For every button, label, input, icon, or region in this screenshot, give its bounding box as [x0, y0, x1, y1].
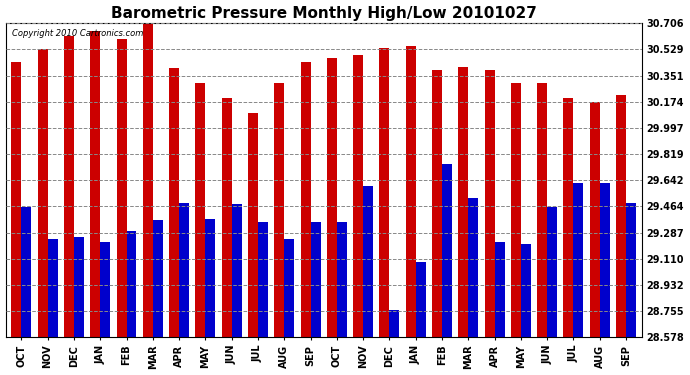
Bar [74, 237, 84, 337]
Bar [564, 98, 573, 337]
Title: Barometric Pressure Monthly High/Low 20101027: Barometric Pressure Monthly High/Low 201… [111, 6, 537, 21]
Bar [538, 83, 547, 337]
Bar [442, 164, 452, 337]
Bar [389, 310, 400, 337]
Bar [258, 222, 268, 337]
Bar [353, 55, 363, 337]
Bar [511, 83, 521, 337]
Bar [48, 240, 57, 337]
Bar [90, 32, 100, 337]
Bar [626, 202, 636, 337]
Bar [469, 198, 478, 337]
Bar [600, 183, 610, 337]
Bar [432, 70, 442, 337]
Bar [11, 62, 21, 337]
Bar [415, 262, 426, 337]
Bar [458, 67, 469, 337]
Bar [100, 242, 110, 337]
Bar [64, 36, 74, 337]
Bar [327, 58, 337, 337]
Bar [363, 186, 373, 337]
Bar [521, 244, 531, 337]
Bar [484, 70, 495, 337]
Bar [284, 240, 294, 337]
Bar [274, 83, 284, 337]
Bar [169, 68, 179, 337]
Bar [337, 222, 347, 337]
Bar [406, 46, 415, 337]
Bar [232, 204, 241, 337]
Bar [143, 22, 152, 337]
Bar [590, 102, 600, 337]
Bar [195, 83, 206, 337]
Bar [179, 202, 189, 337]
Bar [117, 39, 126, 337]
Bar [206, 219, 215, 337]
Bar [616, 95, 626, 337]
Bar [126, 231, 137, 337]
Bar [221, 98, 232, 337]
Bar [573, 183, 584, 337]
Bar [248, 112, 258, 337]
Bar [495, 242, 504, 337]
Bar [21, 207, 31, 337]
Bar [301, 62, 310, 337]
Text: Copyright 2010 Cartronics.com: Copyright 2010 Cartronics.com [12, 29, 144, 38]
Bar [380, 48, 389, 337]
Bar [152, 220, 163, 337]
Bar [547, 207, 557, 337]
Bar [310, 222, 321, 337]
Bar [38, 49, 48, 337]
